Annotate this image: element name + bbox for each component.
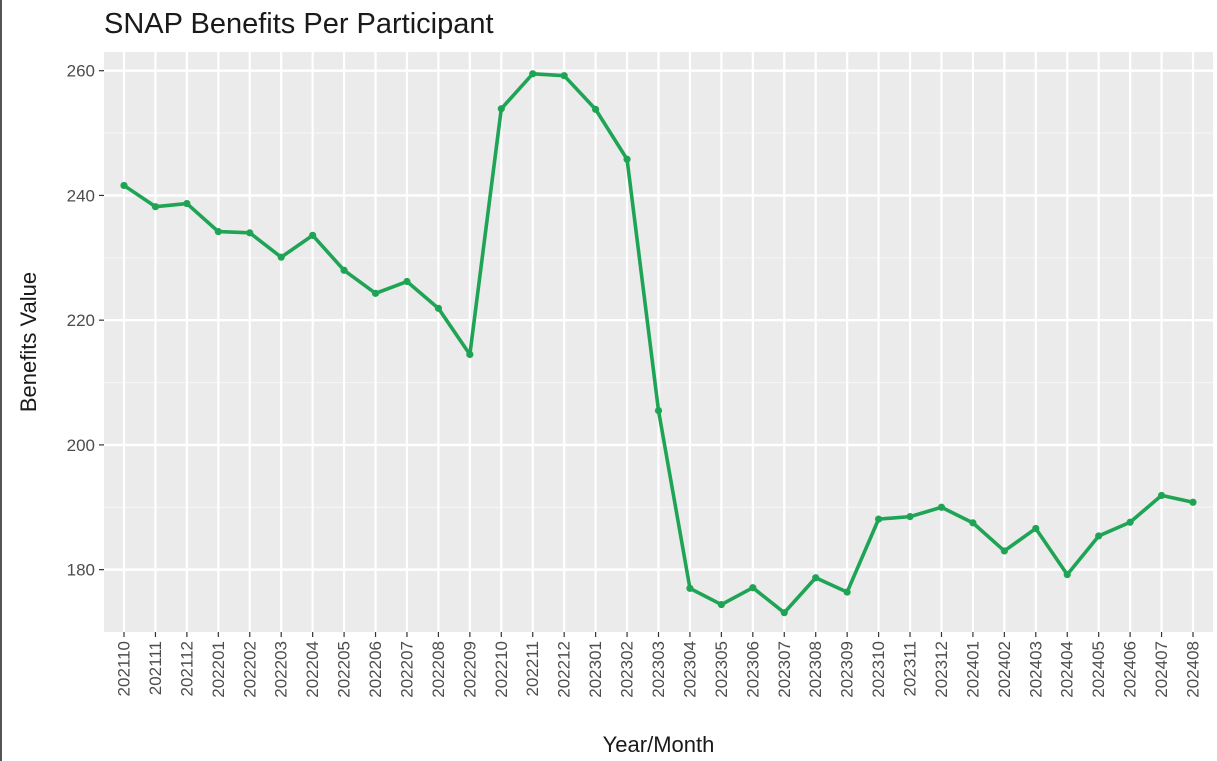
x-tick-label: 202404 — [1058, 641, 1077, 698]
data-point — [497, 105, 505, 113]
x-tick-label: 202309 — [838, 641, 857, 698]
x-tick-label: 202110 — [115, 641, 134, 696]
major-gridlines — [104, 52, 1213, 632]
x-tick-label: 202303 — [649, 641, 668, 698]
data-point — [309, 231, 317, 239]
x-tick-label: 202401 — [963, 641, 982, 698]
data-point — [1189, 498, 1197, 506]
data-point — [151, 203, 160, 211]
data-point — [340, 266, 348, 274]
x-tick-label: 202202 — [240, 641, 259, 698]
y-tick-label: 180 — [67, 561, 95, 580]
x-tick-label: 202211 — [523, 641, 542, 696]
x-tick-label: 202301 — [586, 641, 605, 698]
data-point — [120, 181, 128, 190]
data-point — [592, 105, 600, 113]
data-point — [874, 515, 883, 523]
x-tick-label: 202201 — [209, 641, 228, 698]
data-point — [686, 584, 694, 592]
x-tick-label: 202111 — [146, 641, 165, 695]
data-point — [1000, 547, 1008, 555]
x-axis-title: Year/Month — [603, 732, 715, 757]
data-point — [371, 289, 380, 297]
data-point — [654, 407, 663, 415]
data-point — [466, 350, 474, 359]
data-point — [246, 229, 254, 237]
x-tick-label: 202406 — [1121, 641, 1140, 698]
x-tick-label: 202302 — [618, 641, 637, 698]
x-tick-label: 202310 — [869, 641, 888, 698]
series-layer — [120, 70, 1197, 617]
data-point — [434, 304, 443, 312]
x-tick-label: 202208 — [429, 641, 448, 698]
data-point — [812, 574, 820, 582]
x-tick-label: 202209 — [460, 641, 479, 698]
data-point — [623, 155, 631, 163]
x-tick-label: 202205 — [335, 641, 354, 698]
data-point — [1032, 524, 1040, 533]
data-point — [277, 253, 285, 261]
x-tick-label: 202204 — [303, 641, 322, 698]
data-point — [1095, 532, 1103, 540]
x-tick-label: 202306 — [743, 641, 762, 698]
data-point — [717, 600, 725, 609]
x-tick-label: 202308 — [806, 641, 825, 698]
y-tick-label: 200 — [67, 436, 95, 455]
y-axis-title: Benefits Value — [16, 272, 41, 412]
data-point — [529, 70, 537, 78]
x-tick-label: 202311 — [901, 641, 920, 696]
x-tick-label: 202210 — [492, 641, 511, 698]
data-point — [403, 277, 411, 286]
x-tick-label: 202212 — [555, 641, 574, 698]
data-point — [969, 519, 977, 527]
data-point — [843, 588, 851, 596]
data-point — [560, 72, 568, 80]
x-tick-label: 202403 — [1026, 641, 1045, 698]
x-axis-ticks: 202110 202111 202112 202201 202202 202203 2022… — [115, 632, 1203, 698]
chart-title: SNAP Benefits Per Participant — [104, 8, 494, 40]
data-point — [183, 199, 191, 208]
x-tick-label: 202304 — [680, 641, 699, 698]
data-point — [937, 503, 946, 511]
x-tick-label: 202408 — [1184, 641, 1203, 698]
x-tick-label: 202112 — [177, 641, 196, 696]
y-axis-ticks: 180 200 220 240 260 — [67, 62, 104, 580]
data-point — [1157, 491, 1166, 500]
data-point — [780, 609, 788, 617]
data-point — [1063, 571, 1071, 579]
x-tick-label: 202207 — [397, 641, 416, 698]
x-tick-label: 202312 — [932, 641, 951, 698]
y-tick-label: 240 — [67, 186, 95, 205]
x-tick-label: 202206 — [366, 641, 385, 698]
x-tick-label: 202307 — [775, 641, 794, 698]
data-point — [214, 228, 222, 236]
data-point — [906, 513, 914, 521]
y-tick-label: 220 — [67, 311, 95, 330]
x-tick-label: 202402 — [995, 641, 1014, 698]
x-tick-label: 202405 — [1089, 641, 1108, 698]
y-tick-label: 260 — [67, 62, 95, 81]
data-point — [1126, 518, 1134, 526]
data-point — [749, 584, 757, 592]
x-tick-label: 202407 — [1152, 641, 1171, 698]
x-tick-label: 202305 — [712, 641, 731, 698]
x-tick-label: 202203 — [272, 641, 291, 698]
